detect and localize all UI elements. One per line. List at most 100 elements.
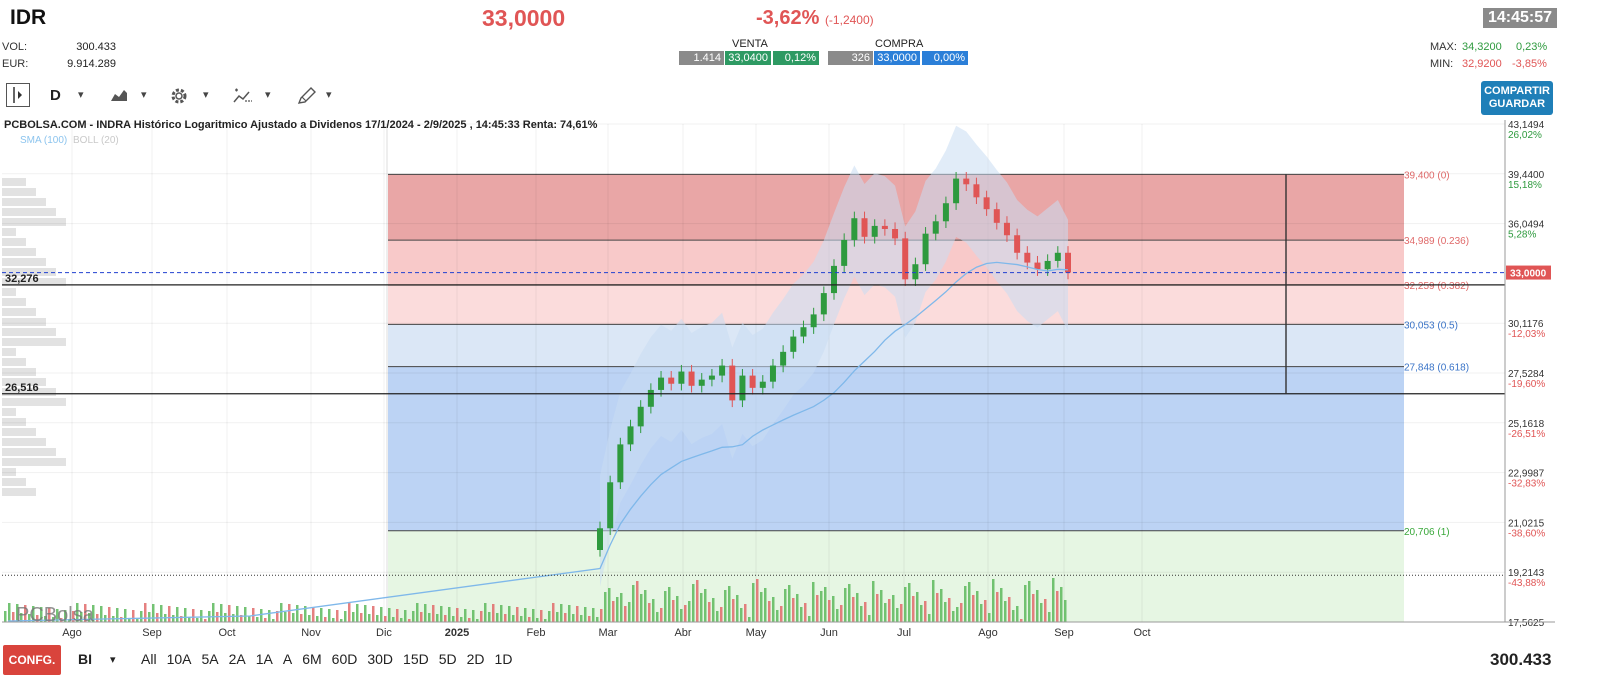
gear-icon[interactable] — [168, 85, 190, 112]
range-button-2a[interactable]: 2A — [228, 651, 246, 667]
volume-bar — [256, 617, 259, 622]
y-tick-price: 36,0494 — [1508, 220, 1545, 231]
volume-bar — [540, 610, 543, 622]
volume-bar — [704, 589, 707, 622]
range-button-30d[interactable]: 30D — [367, 651, 394, 667]
volume-bar — [592, 608, 595, 622]
price-change: -3,62% (-1,2400) — [756, 7, 874, 30]
min-pct: -3,85% — [1512, 58, 1547, 70]
fib-label: 32,259 (0.382) — [1404, 281, 1469, 292]
volume-bar — [344, 611, 347, 622]
volume-bar — [748, 617, 751, 622]
mode-select[interactable]: BI — [78, 651, 92, 667]
volume-bar — [452, 616, 455, 622]
volume-bar — [92, 605, 95, 622]
range-button-1a[interactable]: 1A — [255, 651, 273, 667]
volume-bar — [868, 615, 871, 622]
range-button-60d[interactable]: 60D — [331, 651, 358, 667]
range-button-5a[interactable]: 5A — [201, 651, 219, 667]
chevron-down-icon[interactable]: ▾ — [265, 89, 271, 101]
change-absolute: (-1,2400) — [824, 13, 874, 27]
profile-bar — [2, 218, 66, 226]
range-button-15d[interactable]: 15D — [403, 651, 429, 667]
compra-label: COMPRA — [875, 38, 924, 50]
volume-bar — [1024, 585, 1027, 622]
chevron-down-icon[interactable]: ▾ — [326, 89, 332, 101]
volume-bar — [472, 610, 475, 622]
range-button-6m[interactable]: 6M — [302, 651, 322, 667]
range-button-10a[interactable]: 10A — [166, 651, 192, 667]
volume-bar — [336, 610, 339, 622]
chevron-down-icon[interactable]: ▾ — [141, 89, 147, 101]
fib-zone — [388, 530, 1404, 622]
venta-pct: 0,12% — [773, 51, 819, 65]
candle-body — [698, 379, 705, 386]
profile-bar — [2, 428, 36, 436]
volume-bar — [984, 600, 987, 622]
config-button[interactable]: CONFG. — [3, 645, 61, 675]
volume-bar — [800, 607, 803, 622]
volume-bar — [116, 608, 119, 622]
candle-body — [780, 351, 787, 366]
chevron-down-icon[interactable]: ▾ — [78, 89, 84, 101]
volume-bar — [548, 611, 551, 622]
volume-bar — [520, 616, 523, 622]
volume-bar — [936, 593, 939, 622]
price-chart[interactable]: 39,400 (0) 34,989 (0.236) 32,259 (0.382) 30… — [0, 116, 1598, 640]
volume-bar — [1032, 594, 1035, 622]
volume-bar — [532, 609, 535, 622]
volume-bar — [188, 617, 191, 622]
volume-bar — [148, 612, 151, 622]
sidebar-toggle-icon[interactable] — [6, 83, 30, 107]
volume-bar — [844, 588, 847, 622]
candle-body — [993, 209, 1000, 223]
vol-value: 300.433 — [76, 41, 116, 53]
volume-bar — [32, 606, 35, 622]
volume-bar — [236, 606, 239, 622]
volume-bar — [908, 583, 911, 622]
profile-bar — [2, 438, 46, 446]
range-button-2d[interactable]: 2D — [466, 651, 485, 667]
volume-bar — [268, 610, 271, 622]
volume-bar — [700, 593, 703, 622]
volume-bar — [120, 617, 123, 622]
candles — [597, 171, 1071, 557]
legend-boll: BOLL (20) — [73, 135, 119, 146]
volume-bar — [1056, 591, 1059, 622]
chevron-down-icon[interactable]: ▾ — [203, 89, 209, 101]
range-button-all[interactable]: All — [141, 651, 157, 667]
period-select[interactable]: D — [50, 87, 61, 104]
volume-bar — [744, 604, 747, 622]
chevron-down-icon[interactable]: ▾ — [110, 654, 116, 666]
volume-bar — [568, 605, 571, 622]
candle-body — [617, 444, 624, 483]
range-button-a[interactable]: A — [282, 651, 293, 667]
volume-bar — [348, 603, 351, 622]
range-button-1d[interactable]: 1D — [494, 651, 513, 667]
range-button-5d[interactable]: 5D — [438, 651, 457, 667]
volume-bar — [656, 612, 659, 622]
volume-bar — [632, 585, 635, 622]
volume-bar — [260, 609, 263, 622]
volume-bar — [516, 607, 519, 622]
volume-bar — [872, 581, 875, 622]
volume-bar — [860, 606, 863, 622]
volume-bar — [928, 614, 931, 622]
volume-bar — [320, 608, 323, 622]
volume-bar — [140, 611, 143, 622]
volume-bar — [224, 613, 227, 622]
volume-bar — [600, 609, 603, 622]
x-tick-label: Feb — [527, 627, 546, 639]
indicators-icon[interactable] — [233, 86, 253, 111]
share-save-button[interactable]: COMPARTIR GUARDAR — [1481, 81, 1553, 115]
volume-bar — [332, 618, 335, 622]
volume-bar — [824, 587, 827, 622]
volume-bar — [44, 616, 47, 622]
compra-qty: 326 — [828, 51, 873, 65]
chart-type-icon[interactable] — [110, 86, 128, 109]
draw-tools-icon[interactable] — [297, 86, 317, 111]
profile-bar — [2, 228, 16, 236]
volume-bar — [920, 605, 923, 622]
fib-zone — [388, 324, 1404, 367]
